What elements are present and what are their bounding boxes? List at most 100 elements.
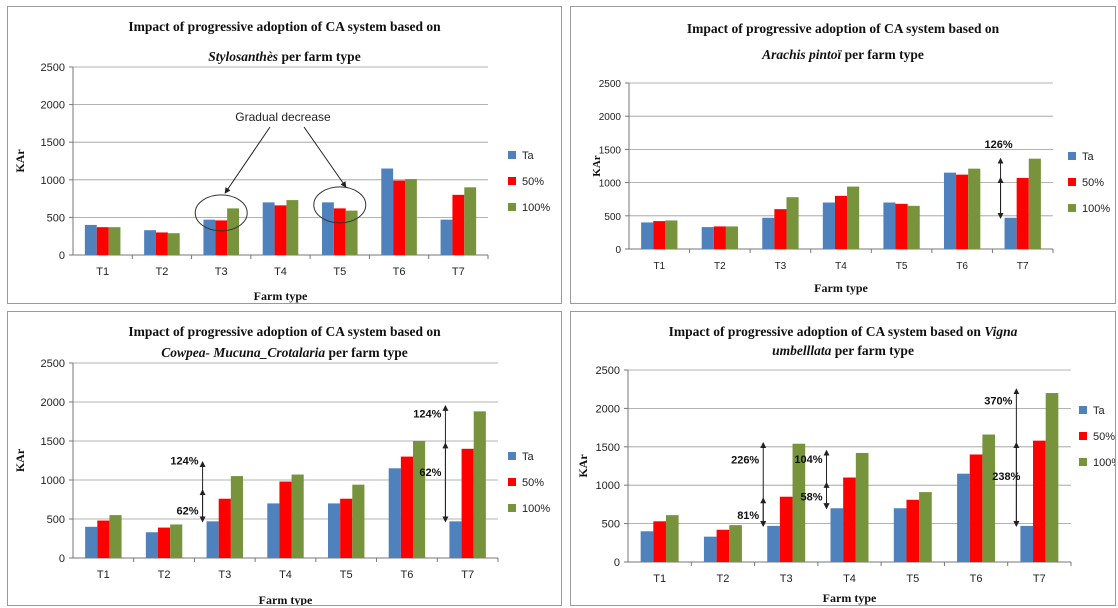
- bar-T6-Ta: [957, 473, 970, 562]
- bar-T3-100%: [230, 476, 243, 558]
- bar-T6-50%: [956, 174, 969, 249]
- bar-T2-50%: [156, 232, 168, 255]
- bar-T1-100%: [665, 220, 678, 249]
- bar-T7-100%: [473, 411, 486, 558]
- bar-T7-100%: [1045, 393, 1059, 562]
- legend-label-50%: 50%: [522, 477, 544, 489]
- y-tick-label: 1500: [41, 436, 65, 448]
- y-axis-label: KAr: [576, 454, 590, 478]
- legend-swatch-100%: [1068, 204, 1076, 212]
- bar-T4-50%: [274, 205, 287, 255]
- y-tick-label: 1500: [596, 442, 620, 454]
- x-tick-label: T2: [158, 569, 171, 581]
- annotation-label: 238%: [992, 471, 1020, 483]
- annotation-label: 81%: [737, 510, 759, 522]
- bar-chart-vigna: 0 500 1000 1500 2000 2500 T1 T2 T3 T4 T5 T6 T7 KAr Far…: [576, 365, 1115, 605]
- chart-panel-vigna: Impact of progressive adoption of CA sys…: [570, 311, 1116, 606]
- chart-title-line1: Impact of progressive adoption of CA sys…: [668, 324, 1018, 339]
- legend-label-50%: 50%: [1093, 431, 1115, 443]
- bar-chart-cowpea: 0 500 1000 1500 2000 2500 T1 T2 T3 T4 T5 T6 T7 KAr Far…: [13, 358, 550, 605]
- bar-T3-Ta: [767, 525, 780, 562]
- bar-T3-100%: [792, 443, 806, 562]
- annotation-arrow: [303, 126, 347, 188]
- bar-T2-Ta: [144, 230, 156, 255]
- bar-T2-100%: [729, 525, 742, 562]
- bar-T5-50%: [895, 203, 908, 249]
- bar-T2-Ta: [701, 227, 714, 249]
- x-tick-label: T3: [218, 569, 231, 581]
- bar-T4-50%: [279, 481, 292, 558]
- bar-T1-Ta: [640, 531, 654, 562]
- y-tick-label: 0: [59, 250, 65, 262]
- y-tick-label: 500: [604, 212, 621, 223]
- bar-T7-50%: [1016, 177, 1029, 249]
- bar-T1-Ta: [641, 222, 654, 249]
- bar-T5-Ta: [883, 202, 896, 249]
- bar-T1-100%: [109, 515, 122, 558]
- bar-T6-Ta: [388, 468, 401, 558]
- chart-title-line1: Impact of progressive adoption of CA sys…: [128, 19, 441, 34]
- x-tick-label: T6: [393, 266, 406, 278]
- legend-swatch-50%: [508, 478, 516, 486]
- legend-label-Ta: Ta: [522, 150, 535, 162]
- bar-T7-50%: [461, 448, 474, 558]
- x-tick-label: T2: [717, 573, 730, 585]
- bar-T3-Ta: [203, 219, 216, 255]
- x-tick-label: T4: [274, 266, 287, 278]
- legend-swatch-Ta: [1068, 152, 1076, 160]
- annotation-label: 126%: [984, 139, 1012, 151]
- bar-T4-100%: [291, 474, 304, 558]
- x-tick-label: T7: [1033, 573, 1046, 585]
- bar-T6-50%: [393, 180, 405, 255]
- x-tick-label: T2: [714, 261, 726, 272]
- y-tick-label: 500: [47, 212, 65, 224]
- bar-T5-100%: [907, 205, 920, 249]
- bar-T6-100%: [413, 441, 426, 558]
- annotation-label: 104%: [794, 454, 822, 466]
- chart-panel-stylosanthes: Impact of progressive adoption of CA sys…: [7, 6, 562, 304]
- bar-T2-100%: [167, 233, 180, 255]
- legend-swatch-100%: [1079, 458, 1087, 466]
- bar-T5-Ta: [322, 202, 334, 255]
- bar-T4-50%: [834, 195, 848, 249]
- x-tick-label: T5: [333, 266, 346, 278]
- legend-label-50%: 50%: [1082, 177, 1104, 189]
- bar-T6-100%: [968, 168, 981, 249]
- bar-T1-50%: [653, 221, 666, 249]
- bar-T7-Ta: [1020, 525, 1034, 562]
- annotation-label: 62%: [177, 505, 199, 517]
- bar-T4-100%: [855, 452, 869, 562]
- chart-title-line2: Arachis pintoï per farm type: [762, 47, 924, 62]
- bar-T7-Ta: [440, 219, 453, 255]
- x-tick-label: T5: [906, 573, 919, 585]
- bar-T3-100%: [786, 197, 799, 249]
- bar-T1-50%: [97, 520, 110, 558]
- annotation-label: 226%: [731, 455, 759, 467]
- legend-label-50%: 50%: [522, 176, 544, 188]
- x-tick-label: T1: [653, 573, 666, 585]
- bar-T1-Ta: [85, 526, 98, 558]
- annotation-label: Gradual decrease: [235, 110, 331, 124]
- x-tick-label: T5: [340, 569, 353, 581]
- bar-T2-100%: [725, 226, 739, 249]
- legend-swatch-50%: [1068, 178, 1076, 186]
- chart-title-line2: Cowpea- Mucuna_Crotalaria per farm type: [161, 345, 408, 360]
- bar-T2-100%: [170, 524, 183, 558]
- bar-T3-50%: [215, 220, 228, 255]
- y-tick-label: 1500: [41, 137, 65, 149]
- x-tick-label: T1: [653, 261, 665, 272]
- y-tick-label: 500: [602, 519, 620, 531]
- bar-T7-100%: [464, 187, 477, 255]
- bar-T2-50%: [713, 226, 726, 249]
- bar-T1-50%: [653, 521, 666, 562]
- legend-label-Ta: Ta: [1093, 405, 1106, 417]
- x-tick-label: T6: [956, 261, 968, 272]
- chart-panel-cowpea: Impact of progressive adoption of CA sys…: [7, 311, 562, 606]
- x-tick-label: T6: [401, 569, 414, 581]
- y-tick-label: 0: [614, 557, 620, 569]
- x-tick-label: T4: [279, 569, 292, 581]
- bar-chart-arachis: 0 500 1000 1500 2000 2500 T1 T2 T3 T4 T5 T6 T7 KAr Far…: [591, 79, 1110, 295]
- legend-swatch-Ta: [1079, 406, 1087, 414]
- bar-T3-50%: [774, 209, 787, 249]
- bar-T1-100%: [665, 515, 679, 562]
